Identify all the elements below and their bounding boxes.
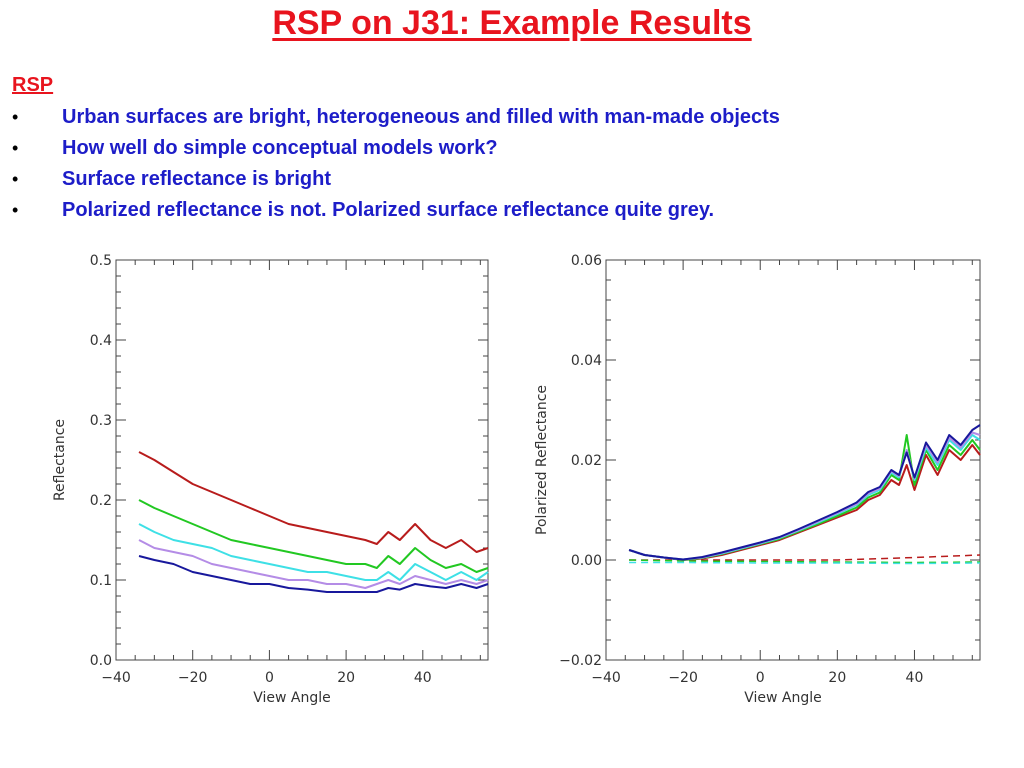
baseline-series-line xyxy=(629,561,981,565)
series-line xyxy=(138,451,489,553)
series-line xyxy=(628,424,981,561)
series-line xyxy=(138,539,489,589)
y-tick-label: 0.1 xyxy=(90,573,112,589)
bullet-dot: • xyxy=(12,169,19,189)
bullet-text: How well do simple conceptual models wor… xyxy=(62,137,498,159)
series-line xyxy=(138,523,489,581)
reflectance-chart: −40 −20 0 20 40 0.0 0.1 0.2 0.3 0.4 0.5 View Angle R… xyxy=(52,253,489,706)
x-tick-label: 40 xyxy=(906,670,924,686)
y-tick-label: 0.3 xyxy=(90,413,112,429)
bullet-dot: • xyxy=(12,200,19,220)
x-tick-label: −40 xyxy=(591,670,621,686)
y-tick-label: 0.4 xyxy=(90,333,112,349)
y-tick-label: 0.2 xyxy=(90,493,112,509)
series-line xyxy=(628,434,981,561)
x-tick-label: −20 xyxy=(178,670,208,686)
y-tick-label: 0.5 xyxy=(90,253,112,269)
bullet-text: Surface reflectance is bright xyxy=(62,168,331,190)
x-tick-label: 0 xyxy=(756,670,765,686)
y-axis-label: Reflectance xyxy=(52,419,68,501)
series-line xyxy=(628,444,981,561)
x-tick-label: 40 xyxy=(414,670,432,686)
bullet-text: Polarized reflectance is not. Polarized … xyxy=(62,199,715,221)
x-tick-label: 0 xyxy=(265,670,274,686)
y-tick-label: 0.0 xyxy=(90,653,112,669)
y-axis-label: Polarized Reflectance xyxy=(534,385,550,535)
baseline-series-line xyxy=(629,559,981,564)
x-tick-label: −40 xyxy=(101,670,131,686)
series-line xyxy=(138,555,489,593)
baseline-series-line xyxy=(629,554,981,561)
series-line xyxy=(138,499,489,573)
y-tick-label: 0.00 xyxy=(571,553,602,569)
x-tick-label: −20 xyxy=(668,670,698,686)
y-tick-label: 0.06 xyxy=(571,253,602,269)
y-tick-label: −0.02 xyxy=(559,653,602,669)
y-tick-label: 0.04 xyxy=(571,353,602,369)
bullet-text: Urban surfaces are bright, heterogeneous… xyxy=(62,106,780,128)
x-axis-label: View Angle xyxy=(744,690,822,706)
slide-title: RSP on J31: Example Results xyxy=(272,4,752,42)
section-label: RSP xyxy=(12,74,54,96)
bullet-dot: • xyxy=(12,107,19,127)
plot-frame xyxy=(115,259,489,661)
x-axis-label: View Angle xyxy=(253,690,331,706)
x-tick-label: 20 xyxy=(337,670,355,686)
bullet-dot: • xyxy=(12,138,19,158)
polarized-reflectance-chart: −40 −20 0 20 40 −0.02 0.00 0.02 0.04 0.06 View Ang… xyxy=(534,253,981,706)
x-tick-label: 20 xyxy=(828,670,846,686)
y-tick-label: 0.02 xyxy=(571,453,602,469)
